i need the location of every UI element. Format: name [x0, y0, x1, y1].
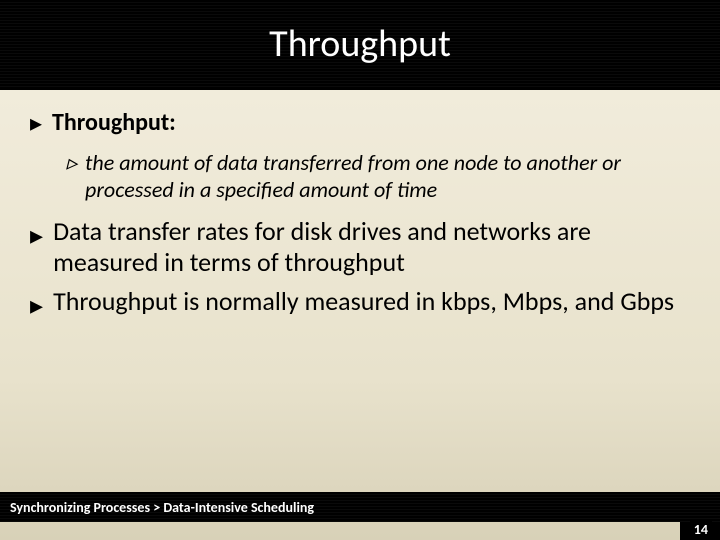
bullet-point: Data transfer rates for disk drives and … — [53, 216, 690, 278]
slide: Throughput ▸ Throughput: ▹ the amount of… — [0, 0, 720, 540]
bullet-level1: ▸ Throughput is normally measured in kbp… — [30, 286, 690, 321]
bullet-marker-icon: ▸ — [30, 220, 43, 278]
bullet-marker-icon: ▸ — [30, 290, 43, 321]
bullet-point: Throughput is normally measured in kbps,… — [53, 286, 674, 321]
bullet-heading: Throughput: — [52, 108, 176, 139]
footer-band: Synchronizing Processes > Data-Intensive… — [0, 492, 720, 522]
page-number: 14 — [690, 521, 712, 538]
bullet-marker-icon: ▹ — [66, 149, 77, 204]
bullet-definition: the amount of data transferred from one … — [85, 149, 690, 204]
bullet-marker-icon: ▸ — [30, 110, 42, 139]
bullet-level1: ▸ Throughput: — [30, 108, 690, 139]
bullet-level1: ▸ Data transfer rates for disk drives an… — [30, 216, 690, 278]
bullet-level2: ▹ the amount of data transferred from on… — [66, 149, 690, 204]
slide-title: Throughput — [269, 21, 451, 67]
title-band: Throughput — [0, 0, 720, 90]
breadcrumb: Synchronizing Processes > Data-Intensive… — [10, 499, 314, 516]
content-area: ▸ Throughput: ▹ the amount of data trans… — [0, 90, 720, 321]
